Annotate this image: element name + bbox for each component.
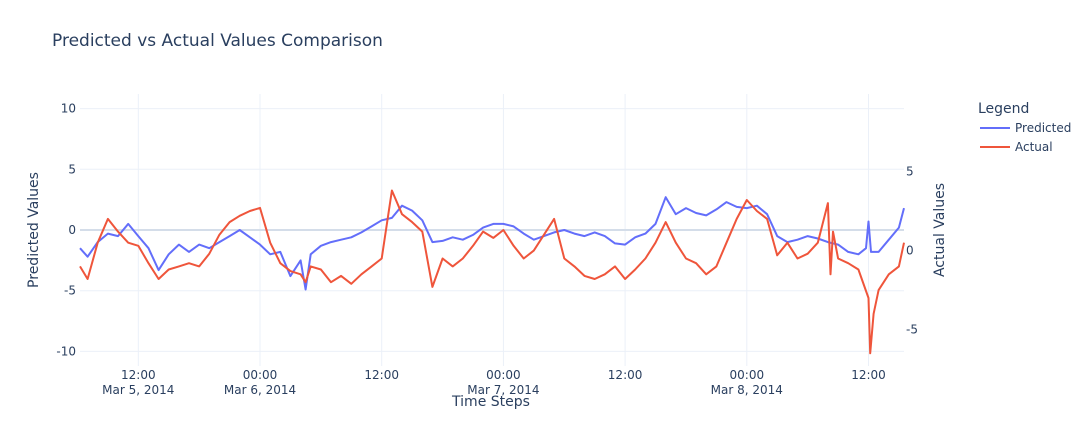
x-tick-label: 12:00 [364,368,399,382]
legend: Legend Predicted Actual [978,101,1071,154]
x-tick-label: 12:00 [608,368,643,382]
x-tick-label: 00:00 [730,368,765,382]
series-line-predicted [79,196,905,291]
y-right-tick-label: -5 [906,323,918,337]
y-left-tick-label: -5 [64,284,76,298]
x-tick-label: 00:00 [486,368,521,382]
series-line-actual [79,189,905,355]
y-left-tick-label: 5 [68,162,76,176]
x-tick-date-label: Mar 8, 2014 [711,383,783,397]
x-tick-label: 12:00 [851,368,886,382]
legend-item-predicted[interactable]: Predicted [980,121,1071,135]
x-tick-date-label: Mar 7, 2014 [467,383,539,397]
y-left-tick-label: -10 [56,344,76,358]
x-tick-label: 12:00 [121,368,156,382]
y-axis-left-title: Predicted Values [26,172,42,288]
series-layer [79,189,905,355]
y-left-tick-label: 0 [68,223,76,237]
x-axis-title: Time Steps [451,394,530,410]
chart-title: Predicted vs Actual Values Comparison [52,31,383,51]
legend-label-predicted: Predicted [1015,121,1071,135]
legend-label-actual: Actual [1015,140,1053,154]
x-tick-date-label: Mar 6, 2014 [224,383,296,397]
legend-title: Legend [978,101,1029,117]
y-right-tick-label: 5 [906,164,914,178]
y-axis-right-title: Actual Values [932,183,948,277]
legend-item-actual[interactable]: Actual [980,140,1053,154]
x-tick-date-label: Mar 5, 2014 [102,383,174,397]
grid [80,94,904,366]
x-tick-label: 00:00 [243,368,278,382]
y-left-tick-label: 10 [61,102,76,116]
y-right-tick-label: 0 [906,244,914,258]
